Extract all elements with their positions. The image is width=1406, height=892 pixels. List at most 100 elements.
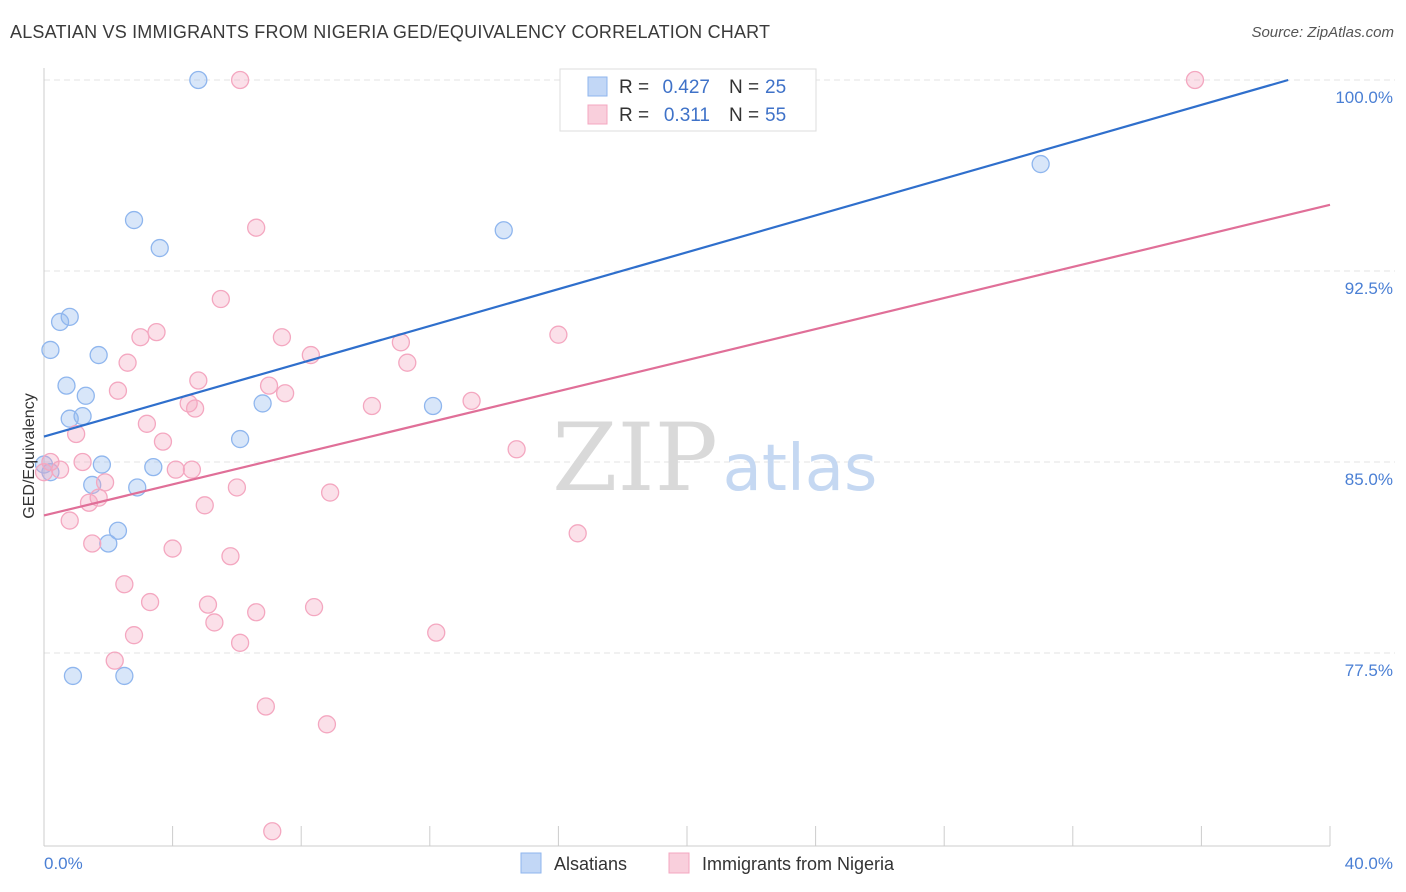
bottom-legend-swatch-nigeria [668, 852, 690, 874]
alsatians-point-17 [144, 457, 163, 477]
alsatians-trend-line [43, 78, 1289, 438]
nigeria-point-42 [140, 592, 160, 612]
alsatians-point-1 [124, 210, 144, 230]
nigeria-point-37 [568, 524, 587, 543]
alsatians-point-0 [189, 70, 208, 90]
nigeria-point-3 [211, 289, 230, 309]
nigeria-point-47 [427, 623, 446, 642]
x-tick-label-max: 40.0% [1345, 854, 1393, 873]
nigeria-point-43 [198, 595, 218, 614]
nigeria-point-36 [60, 511, 79, 530]
alsatians-point-15 [230, 429, 250, 449]
nigeria-point-4 [147, 322, 166, 342]
grid-lines [44, 79, 1395, 654]
alsatians-point-5 [60, 307, 79, 326]
nigeria-point-0 [230, 70, 250, 90]
nigeria-point-38 [83, 534, 102, 553]
nigeria-point-22 [153, 432, 173, 451]
bottom-legend-label-nigeria: Immigrants from Nigeria [702, 854, 895, 874]
x-tick-label-min: 0.0% [44, 854, 83, 873]
y-axis-label: GED/Equivalency [21, 393, 38, 518]
nigeria-point-53 [263, 822, 282, 841]
legend-r-value-alsatians: 0.427 [662, 77, 710, 98]
alsatians-point-25 [115, 666, 134, 686]
nigeria-point-21 [67, 424, 86, 444]
data-points [34, 70, 1205, 841]
alsatians-point-12 [423, 396, 443, 416]
alsatians-point-8 [89, 345, 108, 365]
legend-swatch-alsatians [587, 76, 608, 97]
watermark-atlas: atlas [723, 432, 878, 506]
nigeria-point-1 [1185, 70, 1205, 90]
trend-lines [43, 78, 1331, 517]
nigeria-point-52 [317, 715, 337, 734]
bottom-legend-swatch-alsatians [520, 852, 542, 874]
legend-r-label-nigeria: R = [619, 105, 649, 126]
nigeria-point-6 [272, 328, 292, 347]
legend-n-label-alsatians: N = [729, 77, 759, 98]
nigeria-point-20 [137, 414, 157, 433]
nigeria-point-2 [247, 218, 266, 237]
tick-labels: 100.0% 92.5% 85.0% 77.5% 0.0% 40.0% [44, 88, 1393, 873]
nigeria-point-23 [507, 440, 526, 459]
alsatians-point-6 [50, 312, 70, 332]
legend-r-value-nigeria: 0.311 [664, 105, 710, 126]
alsatians-point-22 [108, 521, 128, 540]
watermark-zip: ZIP [552, 404, 718, 513]
source-label: Source: ZipAtlas.com [1251, 24, 1394, 41]
nigeria-point-18 [362, 396, 382, 416]
nigeria-point-24 [41, 452, 60, 472]
nigeria-point-44 [247, 603, 266, 622]
nigeria-point-12 [189, 371, 208, 390]
nigeria-point-5 [131, 328, 150, 347]
alsatians-point-7 [41, 340, 60, 360]
nigeria-point-34 [320, 483, 340, 502]
nigeria-point-19 [462, 391, 481, 411]
nigeria-point-51 [256, 697, 275, 716]
nigeria-point-45 [304, 598, 324, 617]
alsatians-point-10 [76, 386, 95, 405]
legend-r-label-alsatians: R = [619, 77, 649, 98]
nigeria-point-50 [105, 651, 124, 670]
nigeria-point-29 [182, 460, 202, 479]
nigeria-trend-line [43, 203, 1331, 517]
chart-title: ALSATIAN VS IMMIGRANTS FROM NIGERIA GED/… [10, 22, 771, 42]
alsatians-point-4 [1031, 154, 1050, 174]
alsatians-point-11 [253, 394, 272, 413]
y-tick-label-2: 85.0% [1345, 470, 1393, 489]
nigeria-point-11 [398, 353, 417, 372]
stats-legend: R = 0.427 N = 25 R = 0.311 N = 55 [559, 68, 817, 132]
alsatians-point-9 [57, 376, 76, 395]
legend-swatch-nigeria [587, 104, 608, 125]
alsatians-point-23 [99, 534, 118, 553]
nigeria-point-49 [230, 633, 250, 652]
nigeria-point-15 [275, 384, 295, 403]
watermark: ZIP atlas [552, 404, 877, 513]
nigeria-point-35 [195, 496, 214, 515]
nigeria-point-27 [34, 463, 54, 482]
nigeria-point-30 [95, 473, 115, 492]
nigeria-point-14 [108, 381, 128, 400]
nigeria-point-41 [115, 575, 134, 594]
nigeria-point-7 [549, 325, 568, 344]
nigeria-point-31 [227, 478, 247, 497]
y-tick-label-0: 100.0% [1335, 88, 1393, 107]
alsatians-point-2 [150, 238, 169, 258]
nigeria-point-13 [259, 376, 279, 395]
alsatians-point-24 [63, 666, 83, 686]
legend-n-label-nigeria: N = [729, 105, 759, 126]
bottom-legend-label-alsatians: Alsatians [554, 854, 627, 874]
nigeria-point-26 [73, 452, 92, 472]
nigeria-point-17 [185, 399, 205, 418]
nigeria-point-25 [50, 460, 70, 479]
alsatians-point-14 [60, 409, 79, 428]
nigeria-point-10 [118, 353, 137, 372]
alsatians-point-3 [494, 221, 513, 240]
legend-n-value-nigeria: 55 [765, 105, 786, 126]
nigeria-point-39 [163, 539, 182, 558]
nigeria-point-40 [221, 547, 240, 566]
alsatians-point-16 [92, 455, 112, 474]
nigeria-point-28 [166, 460, 185, 479]
legend-n-value-alsatians: 25 [765, 77, 786, 98]
